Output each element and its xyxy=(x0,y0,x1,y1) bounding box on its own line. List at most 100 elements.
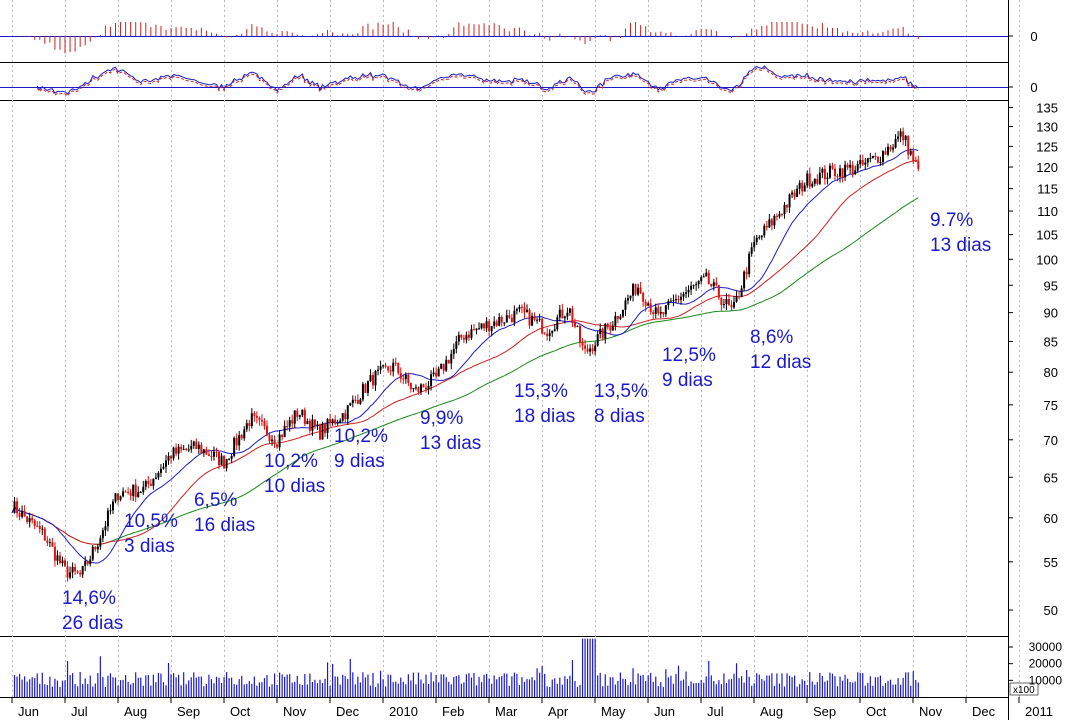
candle-body xyxy=(31,517,34,521)
candle-body xyxy=(26,516,29,523)
candle-body xyxy=(475,328,478,331)
x-tick-label: Aug xyxy=(124,704,147,719)
candle-body xyxy=(866,158,869,163)
candle-body xyxy=(129,492,132,496)
candle-body xyxy=(306,420,309,425)
candle-body xyxy=(200,444,203,454)
price-tick-label: 125 xyxy=(1036,139,1058,154)
annotation-days: 12 dias xyxy=(750,352,811,373)
x-tick-label: Jul xyxy=(707,704,724,719)
candle-body xyxy=(414,387,417,389)
candle-body xyxy=(710,283,713,287)
candle-body xyxy=(79,572,82,575)
volume-multiplier-label: x100 xyxy=(1013,685,1035,696)
candle-body xyxy=(372,375,375,386)
candle-body xyxy=(659,311,662,314)
candle-body xyxy=(250,413,253,427)
candle-body xyxy=(556,317,559,330)
candle-body xyxy=(518,306,521,310)
candle-body xyxy=(667,301,670,306)
candle-body xyxy=(864,162,867,165)
candle-body xyxy=(520,306,523,308)
candle-body xyxy=(740,288,743,297)
candle-body xyxy=(316,424,319,427)
candle-body xyxy=(722,304,725,306)
candle-body xyxy=(897,136,900,140)
annotations: 14,6% 26 dias 10,5% 3 dias 6,5% 16 dias 10,2% 1… xyxy=(62,210,991,634)
candle-body xyxy=(854,170,857,174)
oscillator-line xyxy=(36,65,919,95)
candle-body xyxy=(596,334,599,346)
annotation-days: 9 dias xyxy=(662,370,713,391)
candle-body xyxy=(172,447,175,459)
candle-body xyxy=(707,272,710,284)
candle-body xyxy=(212,451,215,457)
ma-short-line xyxy=(11,148,919,564)
candle-body xyxy=(828,165,831,178)
candle-body xyxy=(584,345,587,349)
candle-body xyxy=(738,296,741,298)
candle-body xyxy=(851,164,854,174)
candle-body xyxy=(382,365,385,367)
candle-body xyxy=(717,285,720,298)
oscillator-signal-line xyxy=(36,67,919,97)
candle-body xyxy=(889,146,892,150)
candle-body xyxy=(298,415,301,417)
candle-body xyxy=(664,305,667,315)
candle-body xyxy=(720,297,723,305)
candle-body xyxy=(725,298,728,305)
candle-body xyxy=(293,410,296,424)
indicator-zero-label: 0 xyxy=(1030,29,1037,44)
candle-body xyxy=(733,301,736,308)
candle-body xyxy=(122,491,125,497)
candle-body xyxy=(281,434,284,438)
candle-body xyxy=(71,566,74,573)
candle-body xyxy=(821,168,824,173)
candle-body xyxy=(149,483,152,486)
candle-body xyxy=(526,309,529,313)
candle-body xyxy=(579,325,582,342)
candle-body xyxy=(69,572,72,578)
candle-body xyxy=(692,285,695,287)
candle-body xyxy=(753,242,756,248)
candle-body xyxy=(442,363,445,371)
candle-body xyxy=(170,455,173,459)
oscillator-panel xyxy=(0,65,1008,97)
candle-body xyxy=(271,439,274,442)
candle-body xyxy=(760,235,763,238)
price-tick-label: 95 xyxy=(1044,278,1058,293)
candle-body xyxy=(324,424,327,433)
annotation-days: 10 dias xyxy=(264,476,325,497)
candle-body xyxy=(783,205,786,215)
candle-body xyxy=(735,296,738,302)
candle-body xyxy=(642,293,645,302)
candle-body xyxy=(637,287,640,295)
candle-body xyxy=(344,413,347,420)
candle-body xyxy=(548,333,551,337)
candle-body xyxy=(533,315,536,320)
candle-body xyxy=(349,403,352,406)
candle-body xyxy=(467,334,470,338)
candle-body xyxy=(586,348,589,352)
candle-body xyxy=(419,384,422,392)
price-tick-label: 50 xyxy=(1044,603,1058,618)
candle-body xyxy=(425,387,428,390)
candle-body xyxy=(546,333,549,337)
annotation-days: 18 dias xyxy=(514,406,575,427)
candle-body xyxy=(505,315,508,323)
candle-body xyxy=(674,298,677,301)
candle-body xyxy=(727,298,730,305)
candle-body xyxy=(207,454,210,457)
x-tick-label: Jul xyxy=(71,704,88,719)
candle-body xyxy=(331,419,334,424)
ma-mid-line xyxy=(11,159,919,545)
candle-body xyxy=(354,399,357,401)
candle-body xyxy=(111,501,114,511)
candle-body xyxy=(690,285,693,290)
candle-body xyxy=(869,157,872,159)
candle-body xyxy=(472,329,475,331)
candle-body xyxy=(606,323,609,328)
candle-body xyxy=(599,328,602,335)
candle-body xyxy=(215,451,218,453)
candle-body xyxy=(159,468,162,473)
